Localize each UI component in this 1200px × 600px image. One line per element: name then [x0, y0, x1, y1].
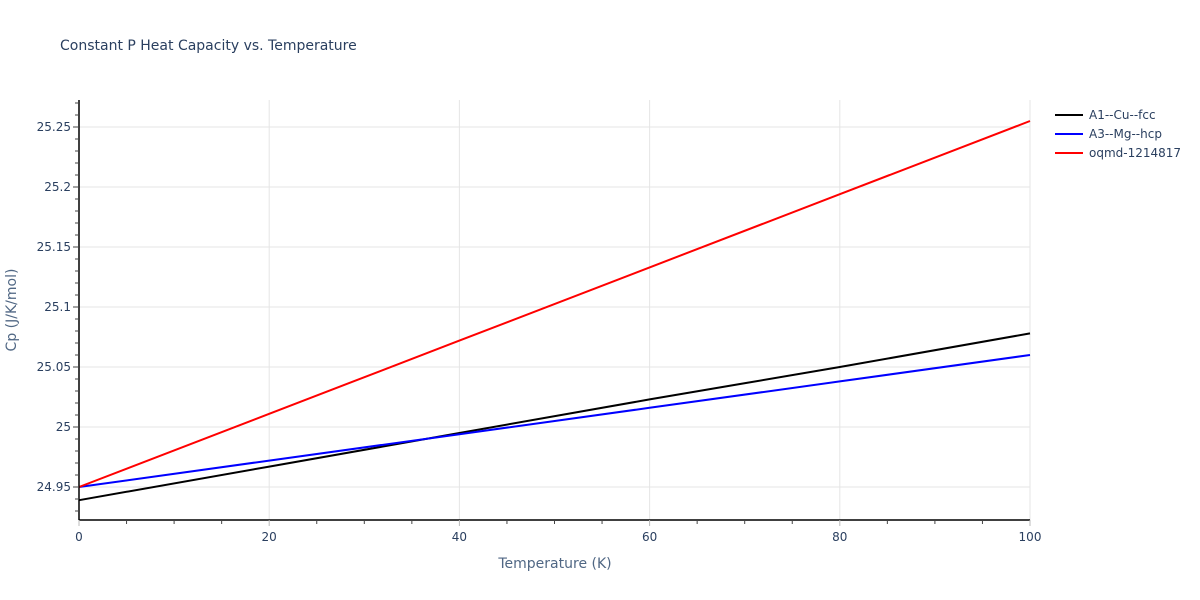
series-line-A1--Cu--fcc — [78, 332, 1031, 502]
y-axis-title: Cp (J/K/mol) — [4, 269, 20, 352]
legend-label: A3--Mg--hcp — [1089, 127, 1162, 141]
x-axis-title: Temperature (K) — [497, 556, 611, 572]
legend-item[interactable]: oqmd-1214817 — [1055, 146, 1181, 160]
chart-title: Constant P Heat Capacity vs. Temperature — [60, 38, 357, 54]
y-tick-label: 25.15 — [37, 240, 71, 254]
x-tick-label: 20 — [262, 530, 277, 544]
x-tick-label: 100 — [1019, 530, 1042, 544]
y-tick-label: 25 — [56, 420, 71, 434]
x-tick-label: 40 — [452, 530, 467, 544]
legend-item[interactable]: A3--Mg--hcp — [1055, 127, 1162, 141]
y-tick-label: 25.25 — [37, 120, 71, 134]
axes: 0 20 40 60 80 100 24.95 25 25.05 25.1 25.15 25.2 25.… — [37, 100, 1042, 544]
series-line-A3--Mg--hcp — [78, 354, 1031, 488]
legend-label: A1--Cu--fcc — [1089, 108, 1156, 122]
plot-series — [78, 120, 1031, 502]
series-line-oqmd-1214817 — [78, 120, 1031, 488]
legend-label: oqmd-1214817 — [1089, 146, 1181, 160]
x-tick-label: 60 — [642, 530, 657, 544]
y-tick-label: 24.95 — [37, 480, 71, 494]
y-tick-label: 25.05 — [37, 360, 71, 374]
y-tick-label: 25.2 — [44, 180, 71, 194]
y-tick-label: 25.1 — [44, 300, 71, 314]
x-tick-label: 0 — [75, 530, 83, 544]
grid-lines — [79, 100, 1031, 520]
x-tick-label: 80 — [832, 530, 847, 544]
legend-item[interactable]: A1--Cu--fcc — [1055, 108, 1156, 122]
legend: A1--Cu--fcc A3--Mg--hcp oqmd-1214817 — [1055, 108, 1181, 160]
